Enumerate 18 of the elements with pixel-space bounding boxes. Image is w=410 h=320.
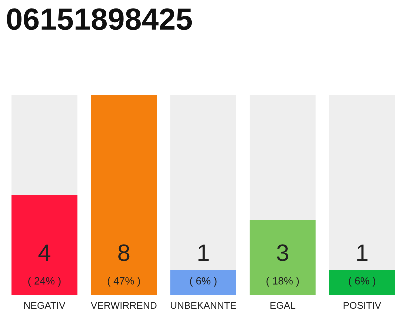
annotation: ( 6% ) [349, 277, 376, 287]
x-tick-label: UNBEKANNTE [171, 302, 236, 310]
x-tick-label: NEGATIV [24, 302, 66, 310]
annotation: ( 47% ) [108, 277, 140, 287]
chart-title: 06151898425 [7, 8, 192, 30]
annotation: ( 6% ) [190, 277, 217, 287]
annotation: ( 24% ) [28, 277, 61, 287]
bar [329, 270, 396, 295]
data-label: 8 [118, 244, 130, 262]
x-tick-label: POSITIV [344, 302, 382, 310]
x-tick-label: VERWIRREND [91, 302, 157, 309]
annotation: ( 18% ) [266, 277, 300, 287]
bar [170, 270, 236, 295]
data-label: 1 [198, 244, 209, 262]
data-label: 4 [38, 244, 51, 262]
data-label: 1 [358, 244, 368, 262]
data-label: 3 [277, 244, 288, 262]
x-tick-label: EGAL [270, 302, 296, 310]
